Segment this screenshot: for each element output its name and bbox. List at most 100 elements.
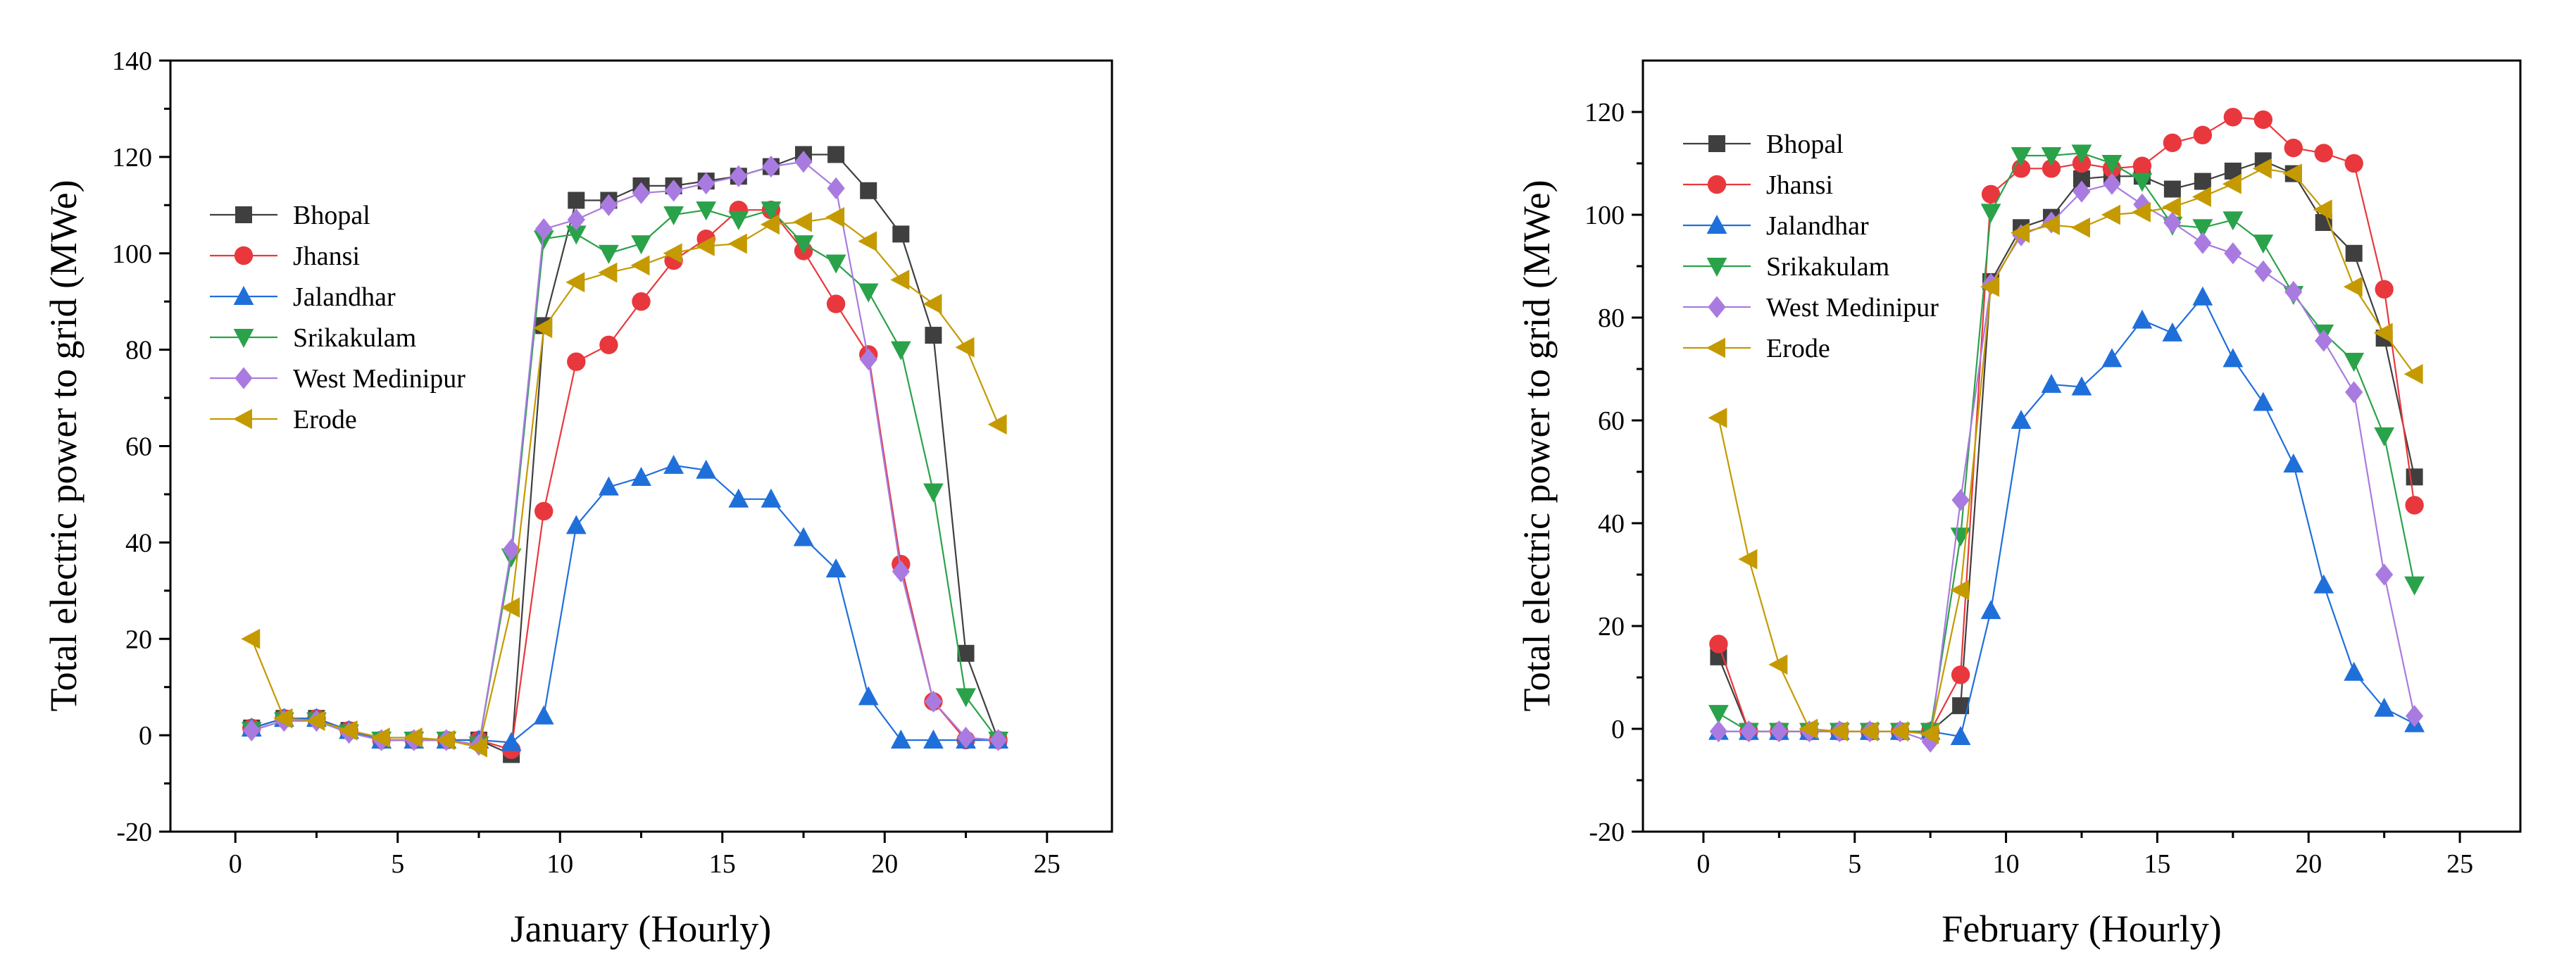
legend-marker (235, 367, 253, 389)
series-bhopal (243, 146, 1007, 763)
legend-marker (233, 408, 252, 430)
data-point-erode (695, 236, 715, 256)
data-point-west-medinipur (2194, 232, 2212, 254)
legend-item-jalandhar: Jalandhar (210, 282, 396, 312)
data-point-west-medinipur (2375, 563, 2394, 586)
data-point-erode (890, 269, 910, 290)
legend-label: Jhansi (293, 242, 360, 271)
data-point-jalandhar (2071, 376, 2092, 396)
data-point-srikakulam (2011, 147, 2032, 167)
x-tick-label: 25 (2446, 849, 2473, 879)
data-point-jalandhar (761, 488, 782, 508)
data-point-bhopal (2406, 468, 2423, 486)
legend-item-bhopal: Bhopal (1683, 130, 1844, 159)
y-tick-label: 20 (1598, 612, 1625, 642)
data-point-erode (1768, 654, 1788, 675)
data-point-bhopal (892, 225, 910, 243)
data-point-erode (1920, 723, 1939, 744)
legend-label: Jalandhar (293, 282, 396, 312)
data-point-erode (2343, 276, 2363, 297)
data-point-srikakulam (956, 688, 976, 708)
data-point-srikakulam (2192, 219, 2213, 239)
data-point-erode (306, 711, 325, 731)
data-point-jalandhar (565, 515, 587, 534)
x-tick-label: 15 (709, 849, 736, 879)
data-point-jalandhar (2011, 410, 2032, 429)
data-point-erode (1950, 580, 1970, 601)
series-erode (241, 207, 1007, 758)
data-point-jhansi (826, 294, 846, 313)
series-line-jalandhar (251, 464, 999, 744)
data-point-jhansi (1951, 665, 1970, 684)
y-tick-label: 40 (125, 528, 152, 558)
legend-item-srikakulam: Srikakulam (210, 323, 416, 353)
data-point-srikakulam (631, 235, 651, 255)
data-point-jhansi (599, 335, 618, 354)
data-point-erode (1980, 276, 2000, 297)
data-point-erode (403, 727, 423, 748)
data-point-jalandhar (2283, 453, 2304, 473)
y-tick-label: 20 (125, 625, 152, 654)
data-point-jalandhar (825, 558, 846, 578)
data-point-srikakulam (890, 341, 911, 361)
x-tick-label: 10 (546, 849, 573, 879)
data-point-west-medinipur (242, 719, 261, 742)
data-point-jalandhar (2374, 697, 2395, 717)
data-point-srikakulam (696, 201, 717, 221)
data-point-erode (2131, 201, 2151, 223)
data-point-erode (727, 233, 747, 254)
data-point-jhansi (2253, 110, 2272, 130)
data-point-erode (2041, 215, 2061, 235)
data-point-jalandhar (793, 527, 814, 546)
x-axis-title: January (Hourly) (511, 908, 771, 950)
ticks: 0 5 10 15 20 25 -20 0 20 40 60 80 100 120 140 (112, 46, 1061, 879)
data-point-jalandhar (696, 459, 717, 479)
legend-label: West Medinipur (1766, 293, 1939, 323)
data-point-srikakulam (1950, 527, 1971, 547)
data-point-bhopal (925, 327, 942, 344)
data-point-erode (565, 272, 585, 293)
data-point-srikakulam (2374, 427, 2395, 446)
data-point-jhansi (2042, 159, 2061, 178)
data-point-srikakulam (728, 211, 749, 230)
data-point-jalandhar (2041, 373, 2062, 393)
data-point-jhansi (534, 501, 554, 521)
data-point-srikakulam (761, 201, 782, 221)
legend-item-jhansi: Jhansi (1683, 170, 1833, 200)
data-point-west-medinipur (632, 182, 651, 204)
data-point-jalandhar (728, 488, 749, 508)
data-point-erode (2011, 223, 2030, 243)
data-point-jalandhar (923, 729, 944, 749)
data-point-jalandhar (2101, 348, 2122, 368)
data-point-srikakulam (2404, 576, 2425, 596)
data-point-srikakulam (793, 235, 814, 255)
data-point-srikakulam (2101, 155, 2122, 174)
data-point-srikakulam (1980, 204, 2001, 223)
legend: Bhopal Jhansi Jalandhar Srikakulam West Medi… (1683, 130, 1939, 363)
y-tick-label: 60 (125, 432, 152, 462)
data-point-west-medinipur (2345, 381, 2363, 403)
x-tick-label: 0 (1696, 849, 1710, 879)
data-point-jhansi (2223, 108, 2243, 127)
data-point-west-medinipur (697, 172, 715, 195)
y-tick-label: 60 (1598, 406, 1625, 436)
y-tick-label: 40 (1598, 509, 1625, 539)
legend-label: Jhansi (1766, 170, 1833, 200)
data-point-jalandhar (1950, 725, 1971, 745)
legend-label: Jalandhar (1766, 211, 1869, 241)
data-point-jhansi (2375, 280, 2394, 299)
data-point-west-medinipur (2284, 280, 2303, 304)
data-point-west-medinipur (2224, 242, 2242, 265)
data-point-erode (273, 708, 293, 729)
legend-label: West Medinipur (293, 364, 465, 394)
data-point-west-medinipur (1739, 720, 1758, 743)
data-point-erode (241, 628, 261, 649)
data-point-jalandhar (631, 466, 651, 486)
y-axis-title: Total electric power to grid (MWe) (42, 180, 85, 711)
data-point-jalandhar (501, 732, 522, 751)
data-point-west-medinipur (956, 726, 975, 749)
february-chart: 0 5 10 15 20 25 -20 0 20 40 60 80 100 120 Bhopal Jhans… (1515, 59, 2522, 950)
data-point-west-medinipur (794, 151, 813, 173)
data-point-jhansi (632, 292, 651, 311)
